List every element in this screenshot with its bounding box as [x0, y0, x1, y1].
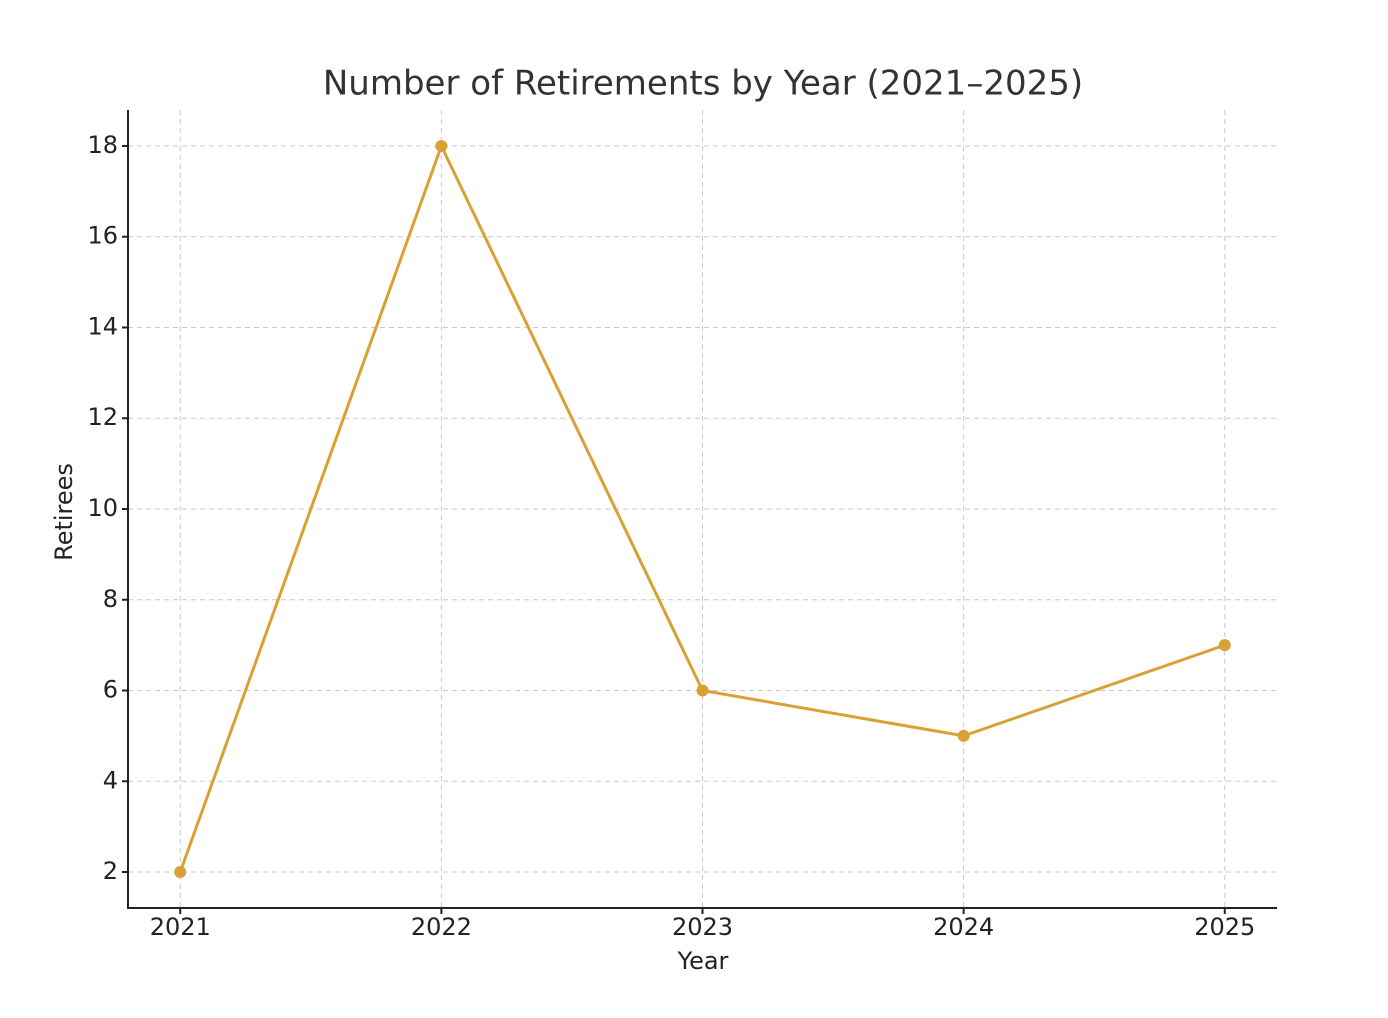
- data-point: [174, 866, 187, 879]
- y-tick-label: 8: [103, 585, 118, 613]
- y-axis-label: Retirees: [50, 463, 78, 561]
- x-axis-label: Year: [677, 947, 729, 975]
- x-tick-label: 2022: [411, 913, 472, 941]
- y-tick-label: 2: [103, 857, 118, 885]
- data-point: [1218, 639, 1231, 652]
- data-point: [435, 139, 448, 152]
- x-tick-label: 2023: [672, 913, 733, 941]
- x-tick-label: 2021: [150, 913, 211, 941]
- data-point: [696, 684, 709, 697]
- y-tick-label: 6: [103, 676, 118, 704]
- y-tick-label: 12: [87, 403, 118, 431]
- y-tick-label: 16: [87, 222, 118, 250]
- y-tick-label: 14: [87, 312, 118, 340]
- x-tick-label: 2025: [1194, 913, 1255, 941]
- y-tick-label: 18: [87, 131, 118, 159]
- chart-title: Number of Retirements by Year (2021–2025…: [323, 64, 1083, 104]
- y-tick-label: 4: [103, 766, 118, 794]
- x-tick-label: 2024: [933, 913, 994, 941]
- y-tick-label: 10: [87, 494, 118, 522]
- data-point: [957, 729, 970, 742]
